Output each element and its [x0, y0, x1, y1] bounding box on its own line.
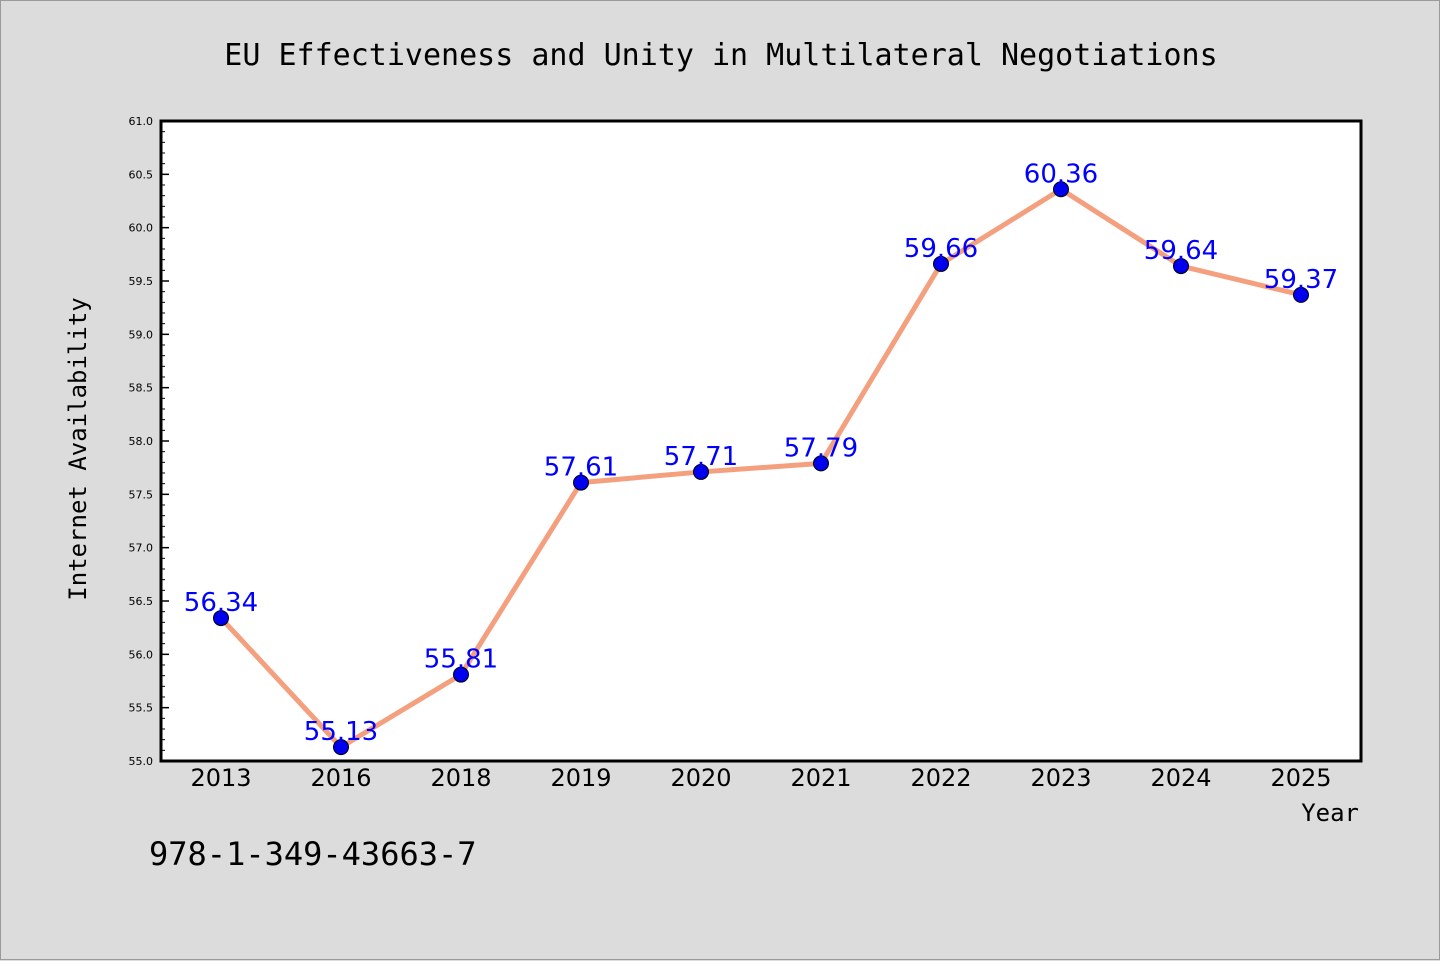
plot-area: [159, 119, 1363, 763]
data-label: 59.37: [1264, 265, 1338, 295]
data-point: [333, 739, 349, 756]
data-point: [813, 455, 829, 472]
y-tick-label: 56.5: [129, 595, 154, 608]
x-tick-label: 2018: [430, 764, 491, 792]
y-tick-label: 57.0: [129, 542, 154, 555]
series-line-group: [218, 186, 1304, 750]
data-label: 60.36: [1024, 159, 1098, 189]
data-point: [1173, 258, 1189, 275]
data-label: 57.79: [784, 433, 858, 463]
data-label: 59.64: [1144, 236, 1218, 266]
x-tick-label: 2023: [1030, 764, 1091, 792]
x-tick-label: 2021: [790, 764, 851, 792]
data-label: 57.71: [664, 442, 738, 472]
x-tick-label: 2013: [190, 764, 251, 792]
data-label: 57.61: [544, 453, 618, 483]
data-points: [213, 181, 1309, 756]
y-tick-label: 58.5: [129, 382, 154, 395]
x-tick-label: 2019: [550, 764, 611, 792]
data-label: 56.34: [184, 588, 258, 618]
y-tick-label: 59.0: [129, 328, 154, 341]
isbn-footer: 978-1-349-43663-7: [149, 835, 477, 873]
x-axis: 2013 2016 2018 2019 2020 2021 2022 2023 2024 2025: [190, 764, 1331, 792]
data-label: 55.81: [424, 645, 498, 675]
x-tick-label: 2020: [670, 764, 731, 792]
data-point: [1293, 286, 1309, 303]
y-tick-label: 60.5: [129, 168, 154, 181]
data-label: 59.66: [904, 234, 978, 264]
data-point: [573, 474, 589, 491]
data-point: [213, 610, 229, 627]
chart-title: EU Effectiveness and Unity in Multilater…: [224, 38, 1217, 73]
y-tick-label: 61.0: [129, 115, 154, 128]
x-tick-label: 2016: [310, 764, 371, 792]
y-tick-label: 57.5: [129, 488, 154, 501]
data-point: [453, 666, 469, 683]
y-tick-label: 58.0: [129, 435, 154, 448]
x-axis-title: Year: [1301, 799, 1359, 827]
data-point: [1053, 181, 1069, 198]
y-tick-label: 60.0: [129, 222, 154, 235]
data-labels: 56.34 55.13 55.81 57.61 57.71 57.79 59.66 60.36…: [184, 159, 1338, 747]
data-point: [933, 255, 949, 272]
series-line: [218, 186, 1304, 750]
y-tick-label: 55.0: [129, 755, 154, 768]
y-tick-label: 55.5: [129, 702, 154, 715]
y-axis-title: Internet Availability: [64, 297, 92, 600]
data-label: 55.13: [304, 717, 378, 747]
y-tick-label: 56.0: [129, 648, 154, 661]
x-tick-label: 2025: [1270, 764, 1331, 792]
y-tick-label: 59.5: [129, 275, 154, 288]
x-tick-label: 2024: [1150, 764, 1211, 792]
x-tick-label: 2022: [910, 764, 971, 792]
y-axis: 55.0 55.5 56.0 56.5 57.0 57.5 58.0 58.5 59.0 59.5…: [129, 115, 169, 768]
data-point: [693, 463, 709, 480]
